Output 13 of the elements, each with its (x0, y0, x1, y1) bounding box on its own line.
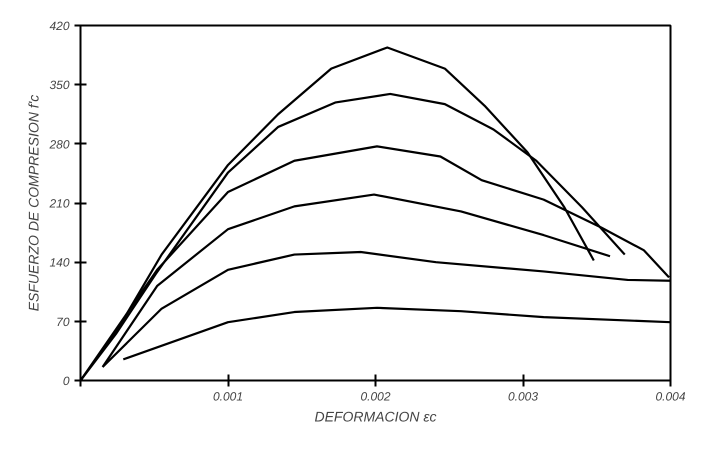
y-tick-label: 0 (62, 374, 70, 388)
x-axis-title: DEFORMACION εc (314, 408, 437, 424)
x-tick-label: 0.004 (655, 390, 686, 404)
x-tick-label: 0.001 (212, 390, 244, 404)
x-tick-label: 0.003 (508, 390, 538, 404)
y-tick-label: 70 (56, 314, 70, 329)
y-tick-label: 210 (48, 196, 70, 210)
x-tick-label: 0.002 (360, 390, 391, 404)
y-tick-label: 280 (48, 137, 70, 152)
y-tick-label: 140 (49, 256, 70, 270)
y-axis-title: ESFUERZO DE COMPRESION f'c (25, 94, 42, 312)
y-tick-label: 420 (49, 19, 70, 33)
y-tick-label: 350 (49, 78, 70, 92)
